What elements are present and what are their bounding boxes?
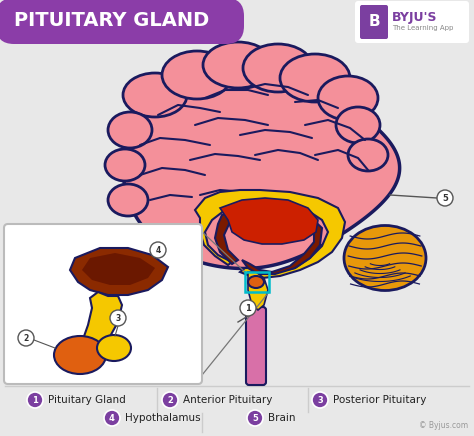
Polygon shape [123,68,400,269]
Text: The Learning App: The Learning App [392,25,453,31]
Ellipse shape [318,76,378,120]
Polygon shape [215,206,322,274]
Text: © Byjus.com: © Byjus.com [419,421,468,430]
Text: BYJU'S: BYJU'S [392,10,438,24]
Ellipse shape [203,42,273,88]
Text: 1: 1 [245,303,251,313]
Polygon shape [220,198,318,244]
Ellipse shape [336,107,380,143]
Circle shape [162,392,178,408]
Polygon shape [248,272,268,310]
Circle shape [110,310,126,326]
Text: 4: 4 [155,245,161,255]
Text: 3: 3 [115,313,120,323]
Ellipse shape [108,112,152,148]
Ellipse shape [243,44,313,92]
Circle shape [247,410,263,426]
Text: Pituitary Gland: Pituitary Gland [48,395,126,405]
Text: 2: 2 [23,334,28,343]
Circle shape [437,190,453,206]
Circle shape [150,242,166,258]
FancyBboxPatch shape [355,1,469,43]
Text: Hypothalamus: Hypothalamus [125,413,201,423]
Ellipse shape [108,184,148,216]
Ellipse shape [280,54,350,102]
Ellipse shape [105,149,145,181]
Ellipse shape [123,73,187,117]
Circle shape [18,330,34,346]
Polygon shape [70,248,168,295]
Circle shape [104,410,120,426]
FancyBboxPatch shape [0,0,244,44]
FancyBboxPatch shape [4,224,202,384]
Text: 5: 5 [442,194,448,202]
Ellipse shape [344,225,426,290]
Text: Brain: Brain [268,413,295,423]
Text: PITUITARY GLAND: PITUITARY GLAND [14,11,209,31]
Text: 3: 3 [317,395,323,405]
FancyBboxPatch shape [246,307,266,385]
Text: Posterior Pituitary: Posterior Pituitary [333,395,427,405]
Text: 5: 5 [252,413,258,422]
Text: Anterior Pituitary: Anterior Pituitary [183,395,273,405]
Circle shape [312,392,328,408]
Polygon shape [82,292,122,360]
Ellipse shape [97,335,131,361]
Circle shape [240,300,256,316]
Text: 4: 4 [109,413,115,422]
Circle shape [27,392,43,408]
Text: 1: 1 [32,395,38,405]
Text: 2: 2 [167,395,173,405]
Polygon shape [82,253,155,285]
Ellipse shape [248,276,264,288]
Polygon shape [195,190,345,278]
FancyBboxPatch shape [360,5,388,39]
Ellipse shape [162,51,232,99]
Text: B: B [368,14,380,30]
Ellipse shape [348,139,388,171]
Ellipse shape [54,336,106,374]
